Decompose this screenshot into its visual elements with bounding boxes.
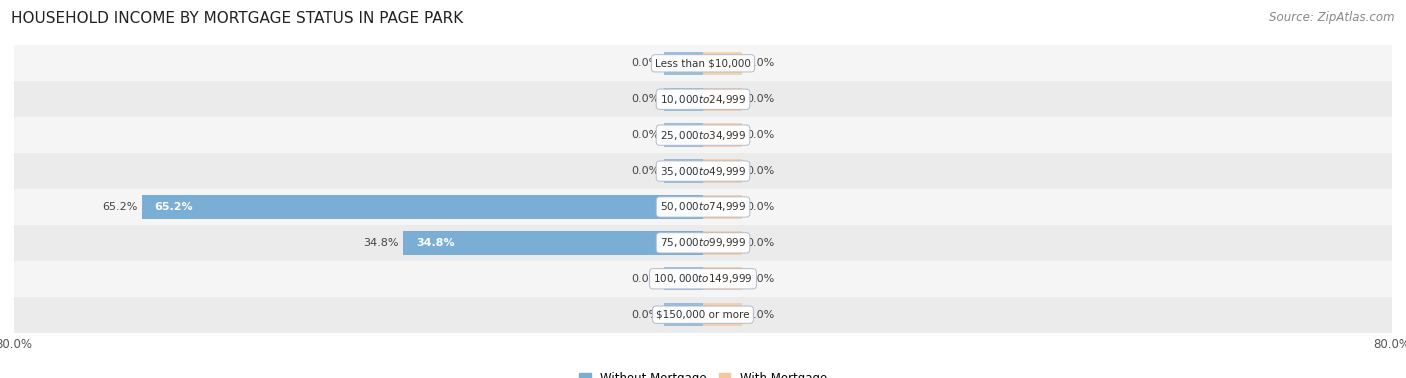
- Text: 0.0%: 0.0%: [631, 58, 659, 68]
- Bar: [664, 124, 703, 147]
- Text: 0.0%: 0.0%: [747, 58, 775, 68]
- Text: 0.0%: 0.0%: [747, 310, 775, 320]
- Text: Less than $10,000: Less than $10,000: [655, 58, 751, 68]
- Text: $25,000 to $34,999: $25,000 to $34,999: [659, 129, 747, 142]
- Bar: [703, 124, 742, 147]
- Text: $50,000 to $74,999: $50,000 to $74,999: [659, 200, 747, 214]
- Bar: [664, 52, 703, 75]
- Text: 0.0%: 0.0%: [747, 130, 775, 140]
- Bar: [14, 81, 1392, 117]
- Bar: [703, 231, 742, 254]
- Text: 0.0%: 0.0%: [747, 274, 775, 284]
- Bar: [14, 45, 1392, 81]
- Bar: [664, 303, 703, 326]
- Bar: [142, 195, 703, 218]
- Text: 34.8%: 34.8%: [416, 238, 456, 248]
- Text: $100,000 to $149,999: $100,000 to $149,999: [654, 272, 752, 285]
- Text: 0.0%: 0.0%: [631, 130, 659, 140]
- Bar: [14, 117, 1392, 153]
- Text: $10,000 to $24,999: $10,000 to $24,999: [659, 93, 747, 106]
- Text: 65.2%: 65.2%: [155, 202, 193, 212]
- Bar: [14, 297, 1392, 333]
- Bar: [703, 160, 742, 183]
- Bar: [14, 261, 1392, 297]
- Text: 34.8%: 34.8%: [364, 238, 399, 248]
- Bar: [664, 267, 703, 290]
- Text: 0.0%: 0.0%: [747, 238, 775, 248]
- Text: 0.0%: 0.0%: [631, 166, 659, 176]
- Text: 0.0%: 0.0%: [631, 94, 659, 104]
- Bar: [703, 195, 742, 218]
- Text: 0.0%: 0.0%: [631, 310, 659, 320]
- Bar: [703, 267, 742, 290]
- Text: $150,000 or more: $150,000 or more: [657, 310, 749, 320]
- Text: $35,000 to $49,999: $35,000 to $49,999: [659, 164, 747, 178]
- Text: 0.0%: 0.0%: [631, 274, 659, 284]
- Text: Source: ZipAtlas.com: Source: ZipAtlas.com: [1270, 11, 1395, 24]
- Text: 0.0%: 0.0%: [747, 202, 775, 212]
- Text: $75,000 to $99,999: $75,000 to $99,999: [659, 236, 747, 249]
- Legend: Without Mortgage, With Mortgage: Without Mortgage, With Mortgage: [574, 367, 832, 378]
- Bar: [703, 303, 742, 326]
- Bar: [14, 225, 1392, 261]
- Bar: [664, 88, 703, 111]
- Text: 0.0%: 0.0%: [747, 94, 775, 104]
- Bar: [664, 160, 703, 183]
- Text: HOUSEHOLD INCOME BY MORTGAGE STATUS IN PAGE PARK: HOUSEHOLD INCOME BY MORTGAGE STATUS IN P…: [11, 11, 464, 26]
- Bar: [404, 231, 703, 254]
- Text: 0.0%: 0.0%: [747, 166, 775, 176]
- Bar: [14, 153, 1392, 189]
- Text: 65.2%: 65.2%: [101, 202, 138, 212]
- Bar: [703, 52, 742, 75]
- Bar: [14, 189, 1392, 225]
- Bar: [703, 88, 742, 111]
